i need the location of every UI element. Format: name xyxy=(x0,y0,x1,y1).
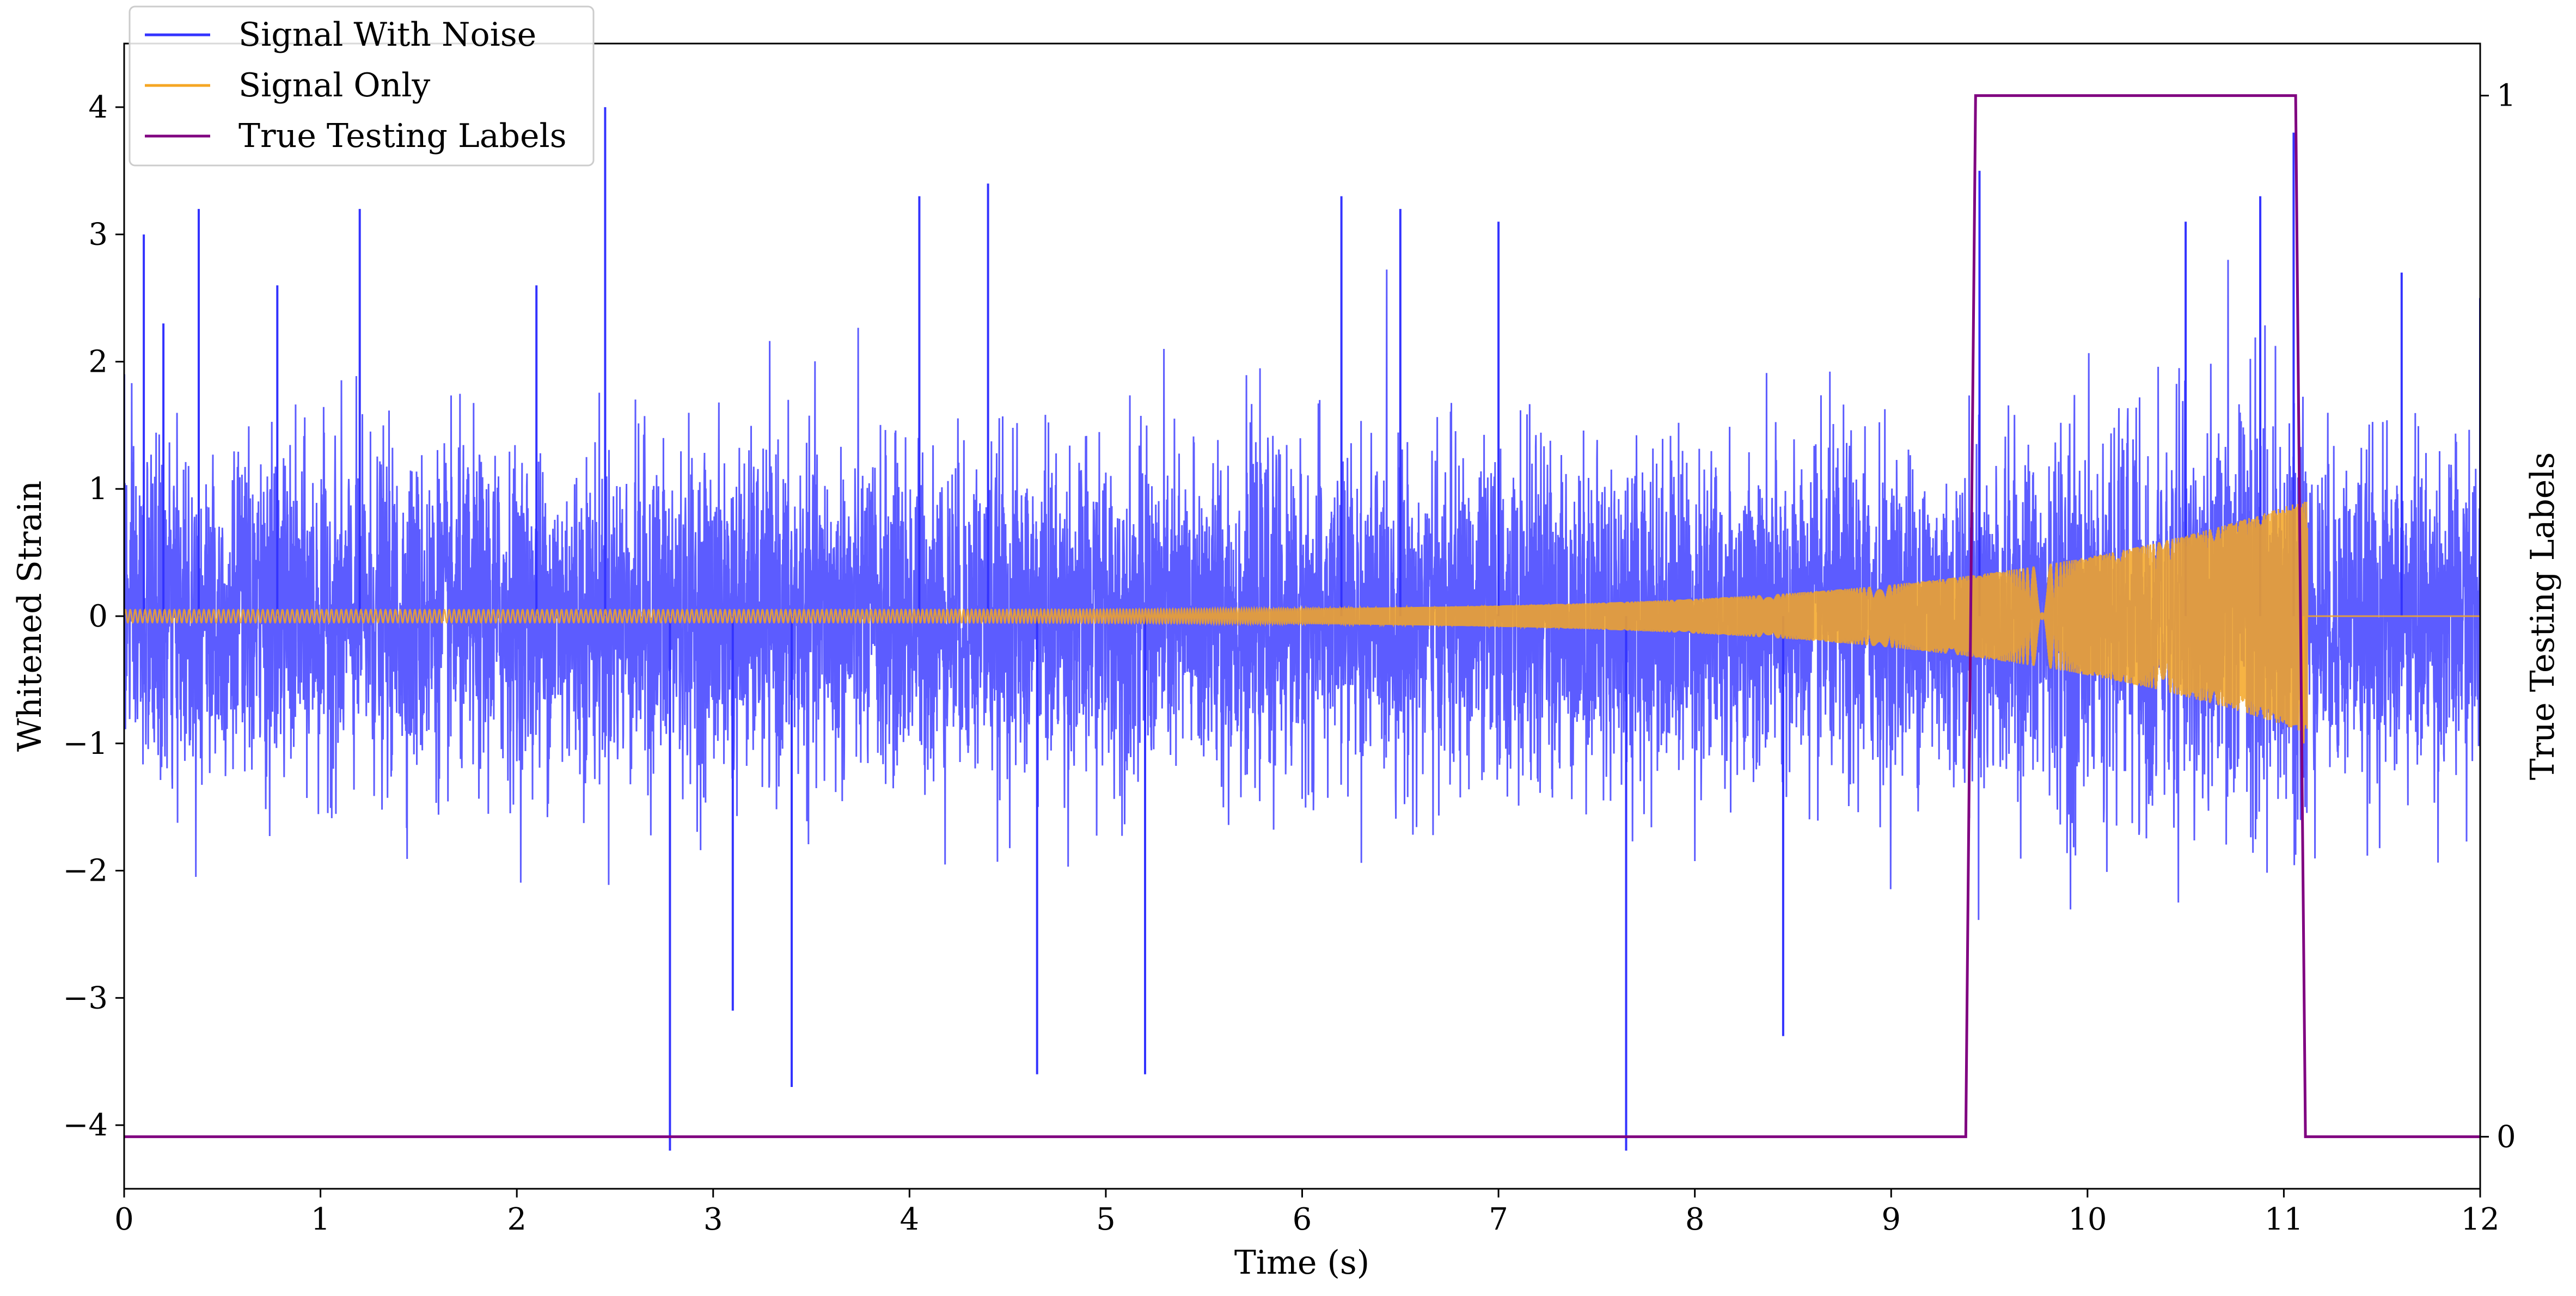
legend-label: Signal With Noise xyxy=(238,16,536,54)
x-tick-label: 5 xyxy=(1096,1202,1116,1237)
y-tick-label: −2 xyxy=(63,853,108,889)
series-line-signal-only xyxy=(124,501,2480,731)
y-tick-label: −1 xyxy=(63,726,108,761)
legend: Signal With Noise Signal Only True Testing… xyxy=(129,5,595,167)
y-tick-label: −3 xyxy=(63,980,108,1016)
series-layer xyxy=(124,94,2480,1151)
x-tick-label: 3 xyxy=(703,1202,723,1237)
y-tick-label: 1 xyxy=(88,471,108,507)
y-tick-label: −4 xyxy=(63,1108,108,1143)
y-tick-label: 4 xyxy=(88,90,108,125)
y-tick-label: 3 xyxy=(88,217,108,253)
x-tick-label: 8 xyxy=(1685,1202,1705,1237)
y-axis-left: 4 3 2 1 0 −1 −2 −3 −4 xyxy=(63,90,124,1143)
y2-axis-title: True Testing Labels xyxy=(2524,452,2562,781)
y2-tick-label: 0 xyxy=(2497,1119,2516,1154)
legend-box xyxy=(129,5,595,167)
x-axis-title: Time (s) xyxy=(1234,1244,1369,1282)
x-tick-label: 12 xyxy=(2461,1202,2499,1237)
x-tick-label: 7 xyxy=(1489,1202,1508,1237)
y-axis-right: 10 xyxy=(2480,78,2516,1154)
x-tick-label: 1 xyxy=(311,1202,331,1237)
x-tick-label: 0 xyxy=(114,1202,134,1237)
series-line-signal-with-noise xyxy=(124,260,2480,920)
x-tick-label: 6 xyxy=(1293,1202,1312,1237)
series-spikes-signal-with-noise xyxy=(124,107,2480,1151)
legend-label: True Testing Labels xyxy=(238,117,567,155)
x-tick-label: 4 xyxy=(900,1202,920,1237)
series-line-true-testing-labels xyxy=(124,94,2480,1138)
y2-tick-label: 1 xyxy=(2497,78,2516,114)
x-tick-label: 9 xyxy=(1881,1202,1901,1237)
x-tick-label: 2 xyxy=(507,1202,527,1237)
legend-label: Signal Only xyxy=(238,66,430,105)
x-axis: 0 1 2 3 4 5 6 7 8 9 10 11 12 xyxy=(114,1189,2500,1237)
x-tick-label: 11 xyxy=(2265,1202,2303,1237)
y-axis-title: Whitened Strain xyxy=(11,481,49,752)
x-tick-label: 10 xyxy=(2068,1202,2107,1237)
y-tick-label: 0 xyxy=(88,599,108,634)
y-tick-label: 2 xyxy=(88,344,108,379)
